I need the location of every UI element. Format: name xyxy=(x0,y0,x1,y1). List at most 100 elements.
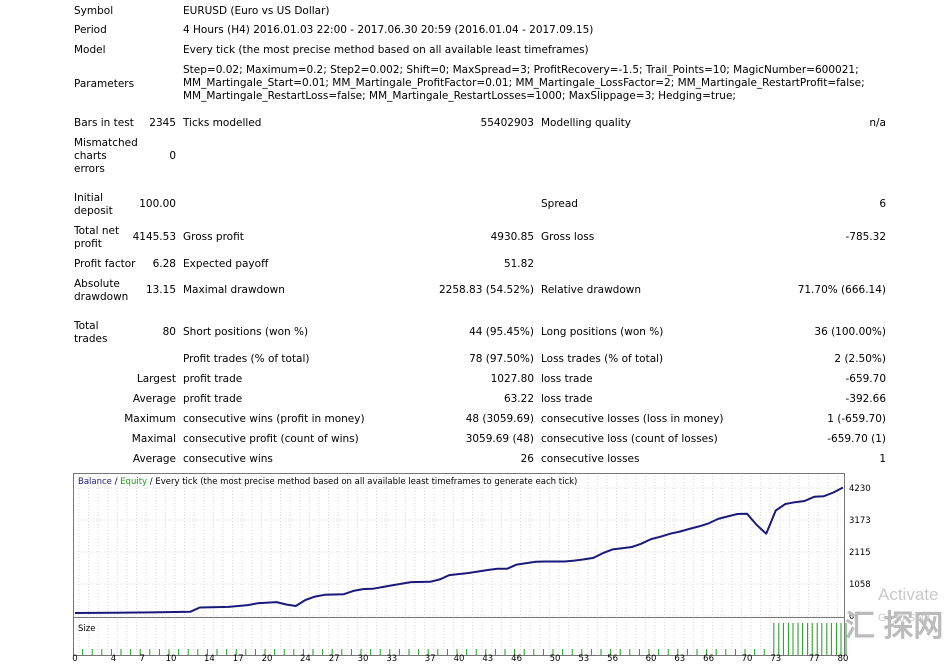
maximum-losses-value: 1 (-659.70) xyxy=(827,413,886,425)
maximum-losses-label: consecutive losses (loss in money) xyxy=(541,413,724,425)
x-tick-label: 40 xyxy=(454,654,465,663)
initial-deposit-label-1: Initial xyxy=(74,192,104,204)
modelling-quality-value: n/a xyxy=(869,117,886,129)
legend-sep: / xyxy=(112,477,120,487)
x-tick-label: 66 xyxy=(703,654,714,663)
relative-drawdown-value: 71.70% (666.14) xyxy=(797,284,886,296)
model-value: Every tick (the most precise method base… xyxy=(183,44,589,56)
x-tick-label: 20 xyxy=(262,654,273,663)
loss-trades-value: 2 (2.50%) xyxy=(834,353,886,365)
gross-profit-value: 4930.85 xyxy=(490,231,534,243)
average-consec-wins-label: consecutive wins xyxy=(183,453,273,465)
y-tick-label: 1058 xyxy=(849,580,871,590)
settings-watermark: Go to Setti xyxy=(878,612,930,624)
maximal-drawdown-label: Maximal drawdown xyxy=(183,284,285,296)
bars-in-test-label: Bars in test xyxy=(74,117,134,129)
activate-watermark: Activate xyxy=(878,585,939,604)
total-net-profit-label-1: Total net xyxy=(74,225,120,237)
x-tick-label: 63 xyxy=(674,654,685,663)
average-loss-value: -392.66 xyxy=(845,393,886,405)
balance-chart: Balance / Equity / Every tick (the most … xyxy=(0,470,951,664)
maximal-drawdown-value: 2258.83 (54.52%) xyxy=(439,284,534,296)
size-grid xyxy=(78,619,838,655)
maximal-profit-label: consecutive profit (count of wins) xyxy=(183,433,359,445)
symbol-value: EURUSD (Euro vs US Dollar) xyxy=(183,5,330,17)
x-tick-label: 7 xyxy=(139,654,144,663)
x-tick-label: 33 xyxy=(386,654,397,663)
initial-deposit-label-2: deposit xyxy=(74,205,113,217)
balance-line xyxy=(74,486,844,614)
short-positions-value: 44 (95.45%) xyxy=(469,326,534,338)
size-bars xyxy=(82,623,847,655)
average-profit-value: 63.22 xyxy=(503,393,534,405)
x-tick-label: 37 xyxy=(425,654,436,663)
initial-deposit-value: 100.00 xyxy=(139,198,176,210)
size-panel-frame xyxy=(73,617,845,656)
x-tick-label: 56 xyxy=(607,654,618,663)
x-tick-label: 0 xyxy=(72,654,77,663)
maximal-loss-value: -659.70 (1) xyxy=(827,433,886,445)
y-tick-labels: 4230 3173 2115 1058 0 xyxy=(849,484,871,622)
chart-grid xyxy=(75,476,843,617)
spread-label: Spread xyxy=(541,198,578,210)
x-tick-label: 4 xyxy=(111,654,116,663)
average-consec-losses-value: 1 xyxy=(879,453,886,465)
average-profit-label: profit trade xyxy=(183,393,243,405)
absolute-drawdown-label-1: Absolute xyxy=(74,278,120,290)
modelling-quality-label: Modelling quality xyxy=(541,117,631,129)
expected-payoff-value: 51.82 xyxy=(503,258,534,270)
absolute-drawdown-value: 13.15 xyxy=(145,284,176,296)
parameters-line-1: Step=0.02; Maximum=0.2; Step2=0.002; Shi… xyxy=(183,64,859,76)
x-tick-label: 17 xyxy=(233,654,244,663)
gross-loss-value: -785.32 xyxy=(845,231,886,243)
long-positions-label: Long positions (won %) xyxy=(541,326,664,338)
ticks-modelled-label: Ticks modelled xyxy=(183,117,262,129)
average-consec-losses-label: consecutive losses xyxy=(541,453,640,465)
x-tick-label: 80 xyxy=(838,654,849,663)
mismatched-label-2: charts xyxy=(74,150,107,162)
maximum-wins-value: 48 (3059.69) xyxy=(465,413,534,425)
mismatched-label-1: Mismatched xyxy=(74,137,138,149)
x-tick-label: 46 xyxy=(511,654,522,663)
profit-factor-value: 6.28 xyxy=(152,258,176,270)
bars-in-test-value: 2345 xyxy=(149,117,176,129)
legend-rest: / Every tick (the most precise method ba… xyxy=(147,477,577,487)
average-consec-label: Average xyxy=(132,453,176,465)
expected-payoff-label: Expected payoff xyxy=(183,258,269,270)
profit-factor-label: Profit factor xyxy=(74,258,136,270)
profit-trades-value: 78 (97.50%) xyxy=(469,353,534,365)
x-tick-labels: 0 4 7 10 14 17 20 24 27 30 33 37 40 43 46 50 53 56 60 63 66 7… xyxy=(72,654,849,664)
x-tick-label: 30 xyxy=(358,654,369,663)
x-tick-label: 27 xyxy=(329,654,340,663)
legend-equity: Equity xyxy=(120,477,147,487)
largest-loss-label: loss trade xyxy=(541,373,593,385)
largest-profit-value: 1027.80 xyxy=(490,373,534,385)
legend: Balance / Equity / Every tick (the most … xyxy=(78,477,577,487)
y-tick-label: 3173 xyxy=(849,516,871,526)
absolute-drawdown-label-2: drawdown xyxy=(74,291,129,303)
site-logo-watermark: 汇 探网 xyxy=(845,610,944,643)
profit-trades-label: Profit trades (% of total) xyxy=(183,353,310,365)
short-positions-label: Short positions (won %) xyxy=(183,326,309,338)
mismatched-value: 0 xyxy=(169,150,176,162)
x-tick-label: 73 xyxy=(770,654,781,663)
maximal-label: Maximal xyxy=(131,433,176,445)
x-tick-label: 77 xyxy=(809,654,820,663)
x-tick-label: 10 xyxy=(166,654,177,663)
loss-trades-label: Loss trades (% of total) xyxy=(541,353,664,365)
x-tick-label: 14 xyxy=(204,654,215,663)
average-consec-wins-value: 26 xyxy=(520,453,534,465)
relative-drawdown-label: Relative drawdown xyxy=(541,284,642,296)
model-label: Model xyxy=(74,44,106,56)
mismatched-label-3: errors xyxy=(74,163,105,175)
gross-loss-label: Gross loss xyxy=(541,231,595,243)
y-tick-label: 0 xyxy=(849,612,854,622)
balance-chart-svg: Balance / Equity / Every tick (the most … xyxy=(72,473,871,664)
x-tick-label: 53 xyxy=(578,654,589,663)
spread-value: 6 xyxy=(879,198,886,210)
y-tick-label: 2115 xyxy=(849,548,871,558)
x-tick-label: 24 xyxy=(300,654,311,663)
size-label: Size xyxy=(78,624,95,634)
total-trades-label-2: trades xyxy=(74,333,108,345)
y-tick-label: 4230 xyxy=(849,484,871,494)
